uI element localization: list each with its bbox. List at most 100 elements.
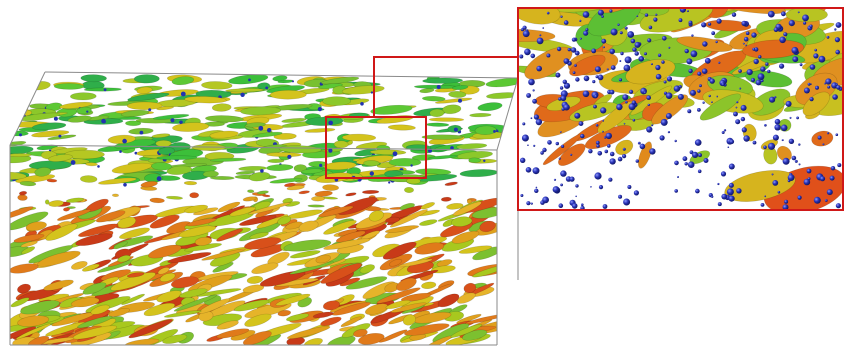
particle	[688, 161, 695, 168]
particle	[101, 119, 106, 124]
particle	[792, 156, 797, 161]
particle	[579, 121, 584, 126]
particle	[319, 164, 322, 167]
particle	[86, 111, 88, 113]
particle	[788, 174, 795, 181]
particle	[796, 117, 799, 120]
particle	[575, 196, 577, 198]
particle	[690, 90, 696, 96]
particle	[605, 150, 609, 154]
particle	[768, 143, 775, 150]
particle	[104, 88, 107, 91]
particle	[568, 48, 571, 51]
particle	[687, 109, 691, 113]
particle	[564, 58, 570, 64]
vortex-structure	[184, 181, 197, 185]
particle	[596, 141, 600, 145]
particle	[683, 156, 688, 161]
particle	[695, 189, 700, 194]
particle	[624, 65, 631, 72]
particle	[830, 176, 835, 181]
particle	[814, 49, 817, 52]
vortex-structure	[262, 195, 270, 197]
particle	[563, 104, 570, 111]
particle	[786, 101, 792, 107]
particle	[784, 200, 788, 204]
particle	[531, 203, 533, 205]
particle	[666, 113, 672, 119]
particle	[617, 24, 619, 26]
particle	[729, 183, 734, 188]
particle	[600, 107, 606, 113]
particle	[594, 95, 598, 99]
particle	[603, 46, 605, 48]
particle	[547, 12, 550, 15]
particle	[675, 140, 677, 142]
particle	[798, 196, 802, 200]
particle	[542, 27, 544, 29]
particle	[533, 145, 535, 147]
particle	[574, 113, 580, 119]
particle	[655, 14, 657, 16]
particle	[318, 107, 322, 111]
particle	[557, 47, 561, 51]
particle	[534, 189, 538, 193]
particle	[632, 47, 636, 51]
particle	[836, 85, 841, 90]
vortex-structure	[441, 197, 451, 202]
particle	[798, 11, 800, 13]
particle	[584, 76, 590, 82]
particle	[123, 183, 127, 187]
particle	[831, 166, 835, 170]
particle	[570, 154, 572, 156]
particle	[596, 124, 599, 127]
particle	[536, 187, 538, 189]
particle	[653, 18, 657, 22]
particle	[792, 56, 798, 62]
particle	[649, 26, 653, 30]
particle	[591, 49, 596, 54]
particle	[620, 31, 623, 34]
particle	[526, 201, 530, 205]
particle	[571, 47, 576, 52]
particle	[722, 83, 725, 86]
particle	[754, 59, 759, 64]
particle	[265, 87, 268, 90]
particle	[181, 92, 186, 97]
particle	[674, 189, 678, 193]
particle	[603, 204, 608, 209]
particle	[710, 78, 715, 83]
particle	[553, 186, 560, 193]
particle	[646, 126, 652, 132]
particle	[537, 38, 544, 45]
particle	[768, 11, 775, 18]
particle	[560, 170, 566, 176]
particle	[667, 76, 672, 81]
vortex-structure	[470, 113, 492, 117]
particle	[736, 107, 738, 109]
vortex-structure	[363, 160, 379, 166]
particle	[836, 133, 839, 136]
particle	[698, 153, 702, 157]
particle	[625, 101, 628, 104]
particle	[601, 39, 606, 44]
particle	[818, 136, 822, 140]
particle	[832, 94, 838, 100]
particle	[804, 88, 810, 94]
particle	[583, 11, 590, 18]
particle	[458, 99, 462, 103]
particle	[724, 129, 726, 131]
particle	[660, 135, 665, 140]
particle	[822, 143, 824, 145]
particle	[732, 13, 736, 17]
particle	[602, 131, 604, 133]
particle	[633, 119, 636, 122]
particle	[763, 146, 767, 150]
particle	[691, 50, 698, 57]
particle	[370, 171, 374, 175]
vortex-structure	[334, 141, 348, 148]
particle	[619, 60, 621, 62]
particle	[662, 36, 667, 41]
particle	[258, 126, 263, 131]
particle	[627, 31, 634, 38]
